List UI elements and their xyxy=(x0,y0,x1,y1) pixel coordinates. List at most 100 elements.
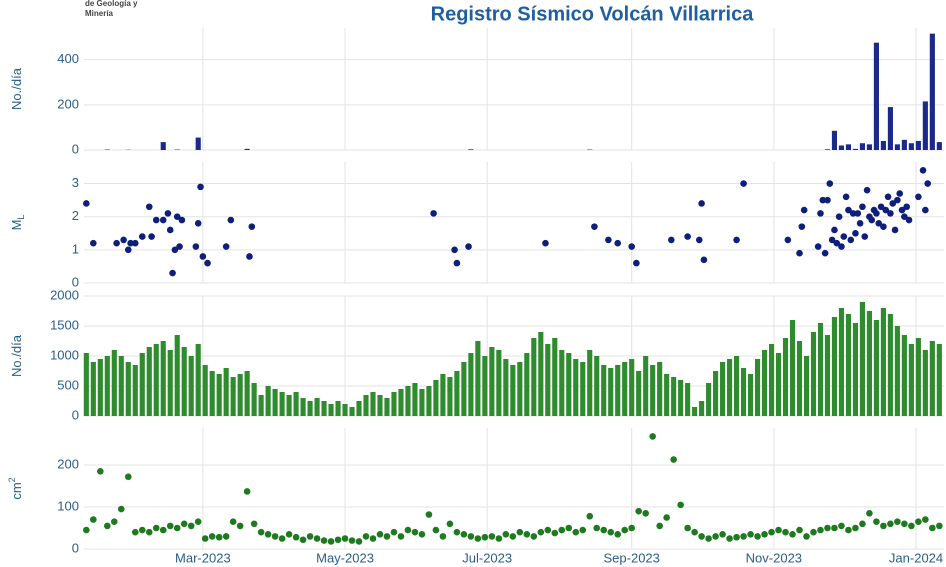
point xyxy=(838,522,845,530)
y-tick-label: 2 xyxy=(72,208,79,223)
point xyxy=(474,535,482,542)
point xyxy=(285,530,293,538)
point xyxy=(243,488,251,495)
point xyxy=(761,530,768,538)
y-tick-label: 0 xyxy=(72,141,79,156)
point xyxy=(621,526,629,534)
point xyxy=(166,226,174,234)
point xyxy=(488,533,496,540)
bar xyxy=(894,326,900,416)
bar xyxy=(915,338,921,416)
point xyxy=(635,507,642,515)
point xyxy=(915,518,922,525)
bar xyxy=(510,365,516,416)
point xyxy=(831,524,838,532)
point xyxy=(591,223,598,230)
bar xyxy=(838,145,845,150)
point xyxy=(882,206,890,214)
point xyxy=(257,528,265,536)
x-tick-label: Jul-2023 xyxy=(462,550,512,565)
bar xyxy=(866,311,872,416)
bar xyxy=(139,353,145,416)
y-axis-label-sup: 2 xyxy=(7,477,17,482)
y-tick-label: 200 xyxy=(57,456,79,471)
point xyxy=(264,530,272,538)
bar xyxy=(720,362,726,416)
point xyxy=(614,239,622,247)
point xyxy=(908,522,915,530)
bar xyxy=(300,398,306,416)
point xyxy=(397,533,405,540)
bar xyxy=(517,362,523,416)
bar xyxy=(671,377,677,416)
y-tick-label: 500 xyxy=(57,377,79,392)
point xyxy=(845,206,852,214)
point xyxy=(164,210,172,217)
point xyxy=(633,259,640,267)
point xyxy=(600,526,608,534)
y-axis-label: cm2 xyxy=(7,477,24,499)
bar xyxy=(601,365,607,416)
bar xyxy=(188,356,194,416)
bar xyxy=(90,362,96,416)
point xyxy=(628,524,635,532)
point xyxy=(120,236,127,244)
point xyxy=(821,249,829,257)
point xyxy=(903,203,911,211)
bar xyxy=(782,338,789,416)
point xyxy=(313,535,321,542)
bar xyxy=(251,383,257,416)
point xyxy=(887,520,894,528)
point xyxy=(460,530,468,538)
point xyxy=(236,522,244,530)
point xyxy=(796,249,803,257)
bar xyxy=(908,143,914,150)
bar xyxy=(258,395,264,416)
point xyxy=(663,514,670,521)
bar xyxy=(678,380,684,416)
bar xyxy=(468,353,474,416)
point xyxy=(197,183,204,191)
point xyxy=(176,243,183,250)
point xyxy=(127,239,134,247)
point xyxy=(873,518,880,525)
point xyxy=(481,533,489,541)
bar xyxy=(104,356,110,416)
point xyxy=(833,239,841,247)
point xyxy=(607,528,615,536)
point xyxy=(558,526,566,534)
bar xyxy=(845,144,852,150)
bar xyxy=(831,317,838,416)
point xyxy=(430,210,437,217)
point xyxy=(97,467,104,475)
y-tick-label: 100 xyxy=(57,498,79,513)
bar xyxy=(894,144,900,150)
point xyxy=(605,236,612,244)
bar xyxy=(664,374,670,416)
y-axis-label: ML xyxy=(9,215,26,231)
point xyxy=(579,526,587,534)
bar xyxy=(734,356,740,416)
bar xyxy=(754,359,761,416)
chart-title: Registro Sísmico Volcán Villarrica xyxy=(431,3,755,25)
y-tick-label: 400 xyxy=(57,51,79,66)
bar xyxy=(244,148,250,150)
bar xyxy=(503,359,509,416)
bar xyxy=(552,338,558,416)
point xyxy=(705,535,712,542)
bar xyxy=(286,395,292,416)
bar xyxy=(342,404,348,416)
point xyxy=(544,526,552,534)
point xyxy=(814,243,822,250)
point xyxy=(425,511,433,518)
point xyxy=(828,236,836,244)
bar xyxy=(852,148,858,150)
bar xyxy=(468,149,474,150)
point xyxy=(768,528,775,536)
bar xyxy=(929,33,935,150)
point xyxy=(124,246,132,254)
point xyxy=(803,533,810,540)
bar xyxy=(496,350,502,416)
bar xyxy=(873,320,879,416)
point xyxy=(271,533,279,540)
